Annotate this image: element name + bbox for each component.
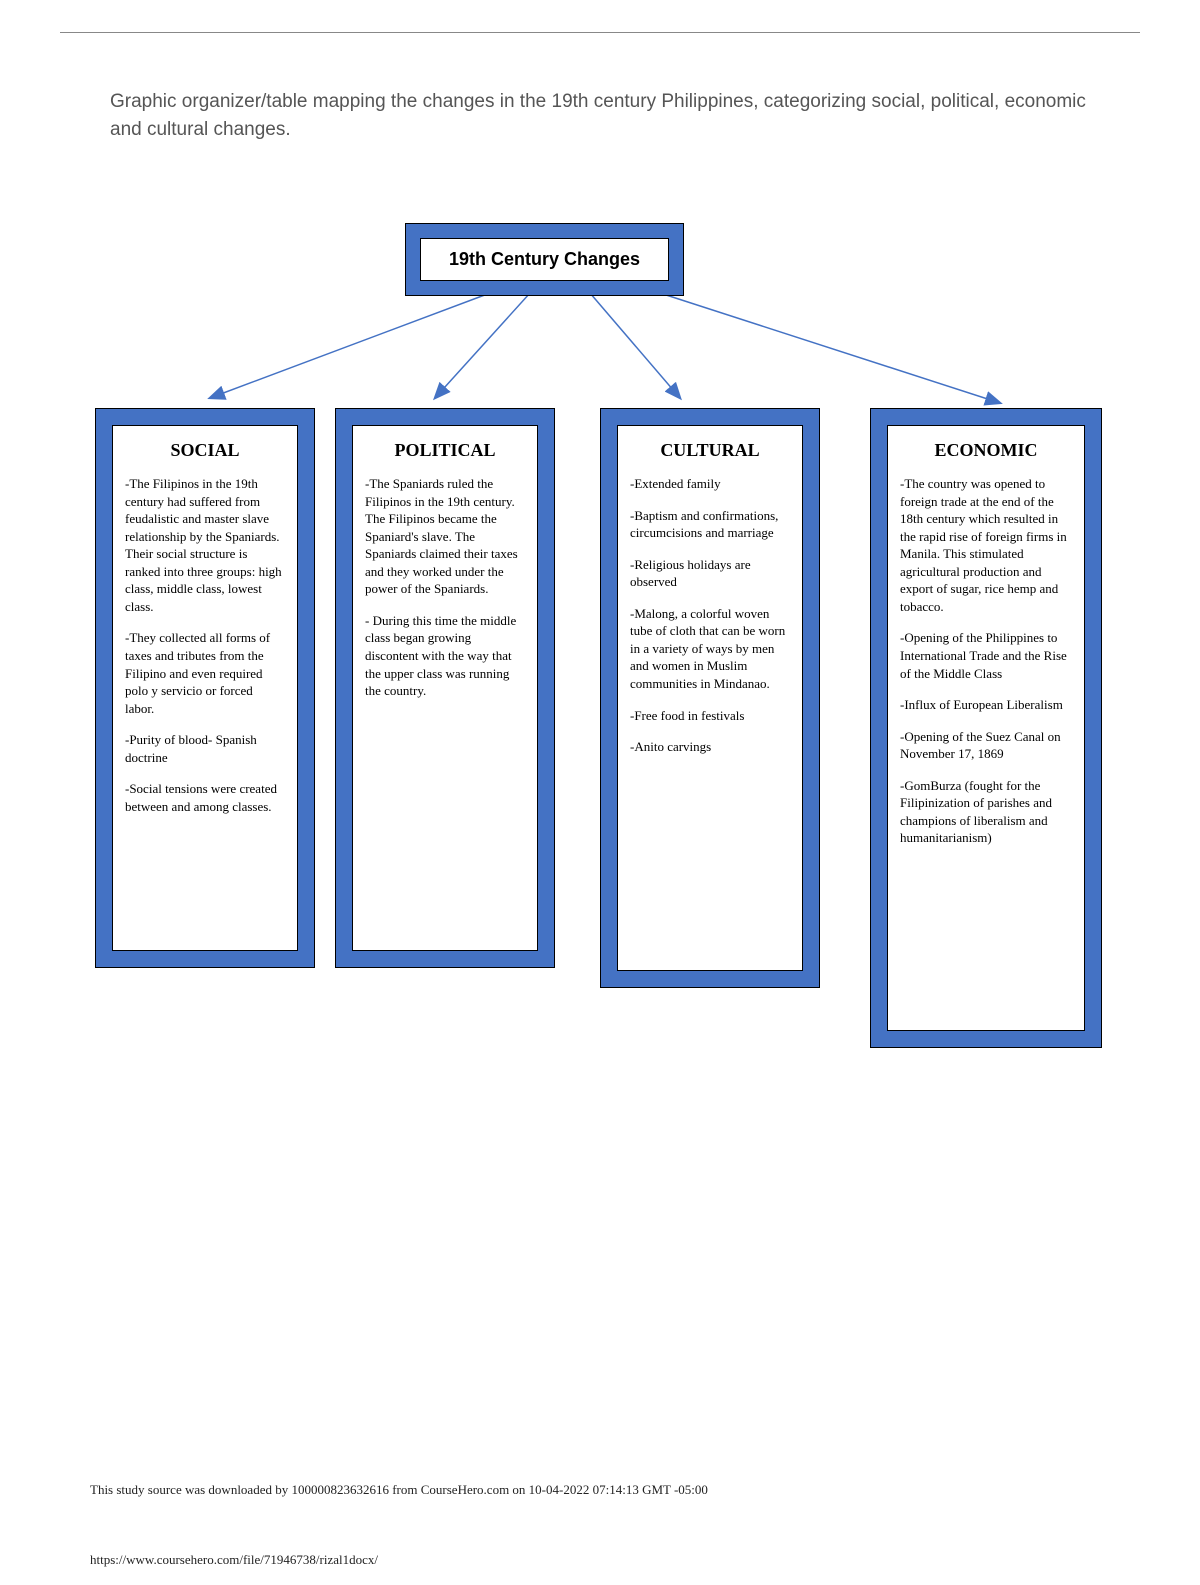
category-inner: POLITICAL -The Spaniards ruled the Filipi… bbox=[352, 425, 538, 951]
category-inner: CULTURAL -Extended family -Baptism and con… bbox=[617, 425, 803, 971]
footer-url: https://www.coursehero.com/file/71946738… bbox=[90, 1552, 378, 1568]
category-bullet: -They collected all forms of taxes and t… bbox=[125, 629, 285, 717]
graphic-organizer-diagram: 19th Century Changes SOCIAL -The Filipinos… bbox=[0, 203, 1200, 1103]
category-title: CULTURAL bbox=[630, 440, 790, 461]
root-node: 19th Century Changes bbox=[405, 223, 684, 296]
category-title: SOCIAL bbox=[125, 440, 285, 461]
category-node-political: POLITICAL -The Spaniards ruled the Filipi… bbox=[335, 408, 555, 968]
category-node-economic: ECONOMIC -The country was opened to forei… bbox=[870, 408, 1102, 1048]
category-inner: SOCIAL -The Filipinos in the 19th century… bbox=[112, 425, 298, 951]
category-title: POLITICAL bbox=[365, 440, 525, 461]
category-bullet: -Free food in festivals bbox=[630, 707, 790, 725]
page-description: Graphic organizer/table mapping the chan… bbox=[0, 33, 1200, 143]
category-title: ECONOMIC bbox=[900, 440, 1072, 461]
footer-download-note: This study source was downloaded by 1000… bbox=[90, 1482, 708, 1498]
category-bullet: -The country was opened to foreign trade… bbox=[900, 475, 1072, 615]
category-bullet: -Opening of the Philippines to Internati… bbox=[900, 629, 1072, 682]
category-bullet: -Religious holidays are observed bbox=[630, 556, 790, 591]
category-bullet: -Baptism and confirmations, circumcision… bbox=[630, 507, 790, 542]
category-bullet: -GomBurza (fought for the Filipinization… bbox=[900, 777, 1072, 847]
root-node-label: 19th Century Changes bbox=[420, 238, 669, 281]
category-node-cultural: CULTURAL -Extended family -Baptism and con… bbox=[600, 408, 820, 988]
category-node-social: SOCIAL -The Filipinos in the 19th century… bbox=[95, 408, 315, 968]
category-bullet: -The Spaniards ruled the Filipinos in th… bbox=[365, 475, 525, 598]
diagram-arrow bbox=[435, 293, 530, 398]
category-bullet: -Purity of blood- Spanish doctrine bbox=[125, 731, 285, 766]
category-bullet: -Anito carvings bbox=[630, 738, 790, 756]
diagram-arrow bbox=[660, 293, 1000, 403]
category-bullet: -Influx of European Liberalism bbox=[900, 696, 1072, 714]
category-bullet: -Social tensions were created between an… bbox=[125, 780, 285, 815]
category-inner: ECONOMIC -The country was opened to forei… bbox=[887, 425, 1085, 1031]
category-bullet: - During this time the middle class bega… bbox=[365, 612, 525, 700]
diagram-arrow bbox=[590, 293, 680, 398]
diagram-arrow bbox=[210, 293, 490, 398]
category-bullet: -The Filipinos in the 19th century had s… bbox=[125, 475, 285, 615]
category-bullet: -Extended family bbox=[630, 475, 790, 493]
category-bullet: -Opening of the Suez Canal on November 1… bbox=[900, 728, 1072, 763]
category-bullet: -Malong, a colorful woven tube of cloth … bbox=[630, 605, 790, 693]
